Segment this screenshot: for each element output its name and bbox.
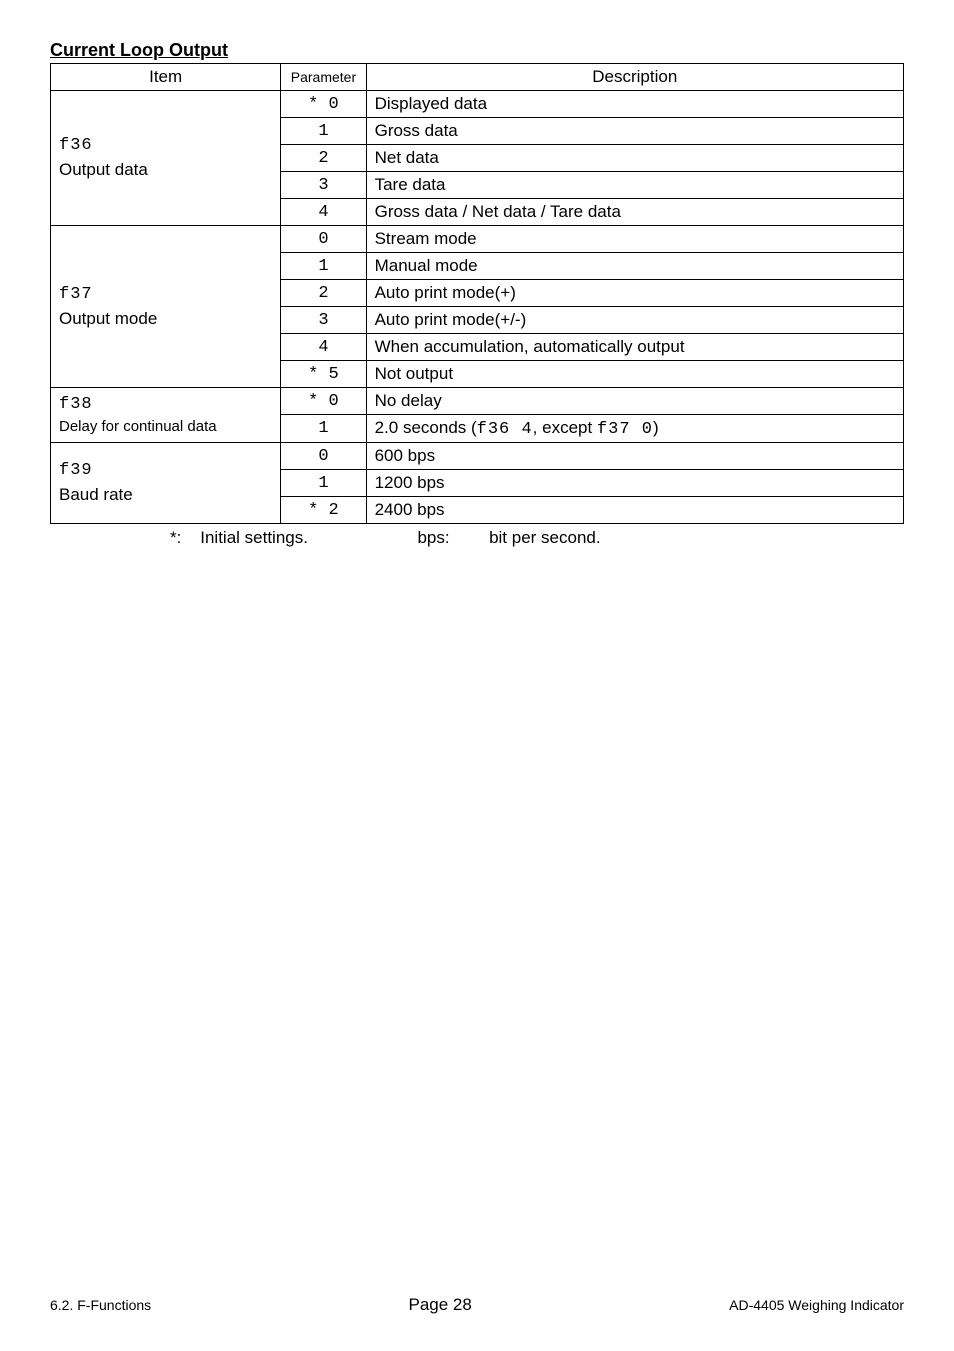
- output-table: Item Parameter Description f36Output dat…: [50, 63, 904, 524]
- item-cell: f38Delay for continual data: [51, 388, 281, 443]
- header-item: Item: [51, 64, 281, 91]
- param-cell: 0: [281, 226, 366, 253]
- footer-center: Page 28: [408, 1295, 471, 1315]
- param-cell: 2: [281, 280, 366, 307]
- desc-cell: No delay: [366, 388, 903, 415]
- item-cell: f36Output data: [51, 91, 281, 226]
- footer-left: 6.2. F-Functions: [50, 1297, 151, 1313]
- desc-cell: Tare data: [366, 172, 903, 199]
- param-cell: 4: [281, 199, 366, 226]
- desc-cell: Not output: [366, 361, 903, 388]
- header-parameter: Parameter: [281, 64, 366, 91]
- param-cell: * 5: [281, 361, 366, 388]
- desc-cell: Net data: [366, 145, 903, 172]
- footnote: *: Initial settings. bps: bit per second…: [50, 528, 904, 548]
- param-cell: * 2: [281, 497, 366, 524]
- desc-cell: Displayed data: [366, 91, 903, 118]
- note-bps-label: bps:: [417, 528, 449, 547]
- desc-cell: Manual mode: [366, 253, 903, 280]
- item-code: f37: [59, 283, 272, 307]
- param-cell: 2: [281, 145, 366, 172]
- item-label: Output data: [59, 158, 272, 182]
- note-bps-desc: bit per second.: [489, 528, 601, 547]
- desc-cell: 2.0 seconds (f36 4, except f37 0): [366, 415, 903, 443]
- desc-cell: Gross data: [366, 118, 903, 145]
- desc-cell: Stream mode: [366, 226, 903, 253]
- header-description: Description: [366, 64, 903, 91]
- table-row: f38Delay for continual data* 0No delay: [51, 388, 904, 415]
- desc-cell: When accumulation, automatically output: [366, 334, 903, 361]
- param-cell: 4: [281, 334, 366, 361]
- param-cell: 3: [281, 307, 366, 334]
- desc-cell: 600 bps: [366, 443, 903, 470]
- table-row: f37Output mode0Stream mode: [51, 226, 904, 253]
- desc-cell: 1200 bps: [366, 470, 903, 497]
- param-cell: 1: [281, 118, 366, 145]
- inline-seg: f36 4: [477, 420, 533, 439]
- table-row: f39Baud rate0 600 bps: [51, 443, 904, 470]
- item-label: Output mode: [59, 307, 272, 331]
- param-cell: 1: [281, 415, 366, 443]
- param-cell: 3: [281, 172, 366, 199]
- footer-right: AD-4405 Weighing Indicator: [729, 1297, 904, 1313]
- item-label: Delay for continual data: [59, 416, 272, 437]
- inline-seg: f37 0: [597, 420, 653, 439]
- param-cell: * 0: [281, 388, 366, 415]
- item-code: f36: [59, 134, 272, 158]
- item-cell: f37Output mode: [51, 226, 281, 388]
- param-cell: 1: [281, 470, 366, 497]
- param-cell: 1: [281, 253, 366, 280]
- table-row: f36Output data* 0Displayed data: [51, 91, 904, 118]
- desc-cell: 2400 bps: [366, 497, 903, 524]
- param-cell: * 0: [281, 91, 366, 118]
- section-heading: Current Loop Output: [50, 40, 904, 61]
- page-footer: 6.2. F-Functions Page 28 AD-4405 Weighin…: [50, 1295, 904, 1315]
- desc-cell: Gross data / Net data / Tare data: [366, 199, 903, 226]
- desc-cell: Auto print mode(+/-): [366, 307, 903, 334]
- desc-cell: Auto print mode(+): [366, 280, 903, 307]
- item-cell: f39Baud rate: [51, 443, 281, 524]
- item-label: Baud rate: [59, 483, 272, 507]
- item-code: f38: [59, 393, 272, 417]
- note-initial: Initial settings.: [200, 528, 308, 547]
- note-star: *:: [170, 528, 181, 547]
- param-cell: 0: [281, 443, 366, 470]
- item-code: f39: [59, 459, 272, 483]
